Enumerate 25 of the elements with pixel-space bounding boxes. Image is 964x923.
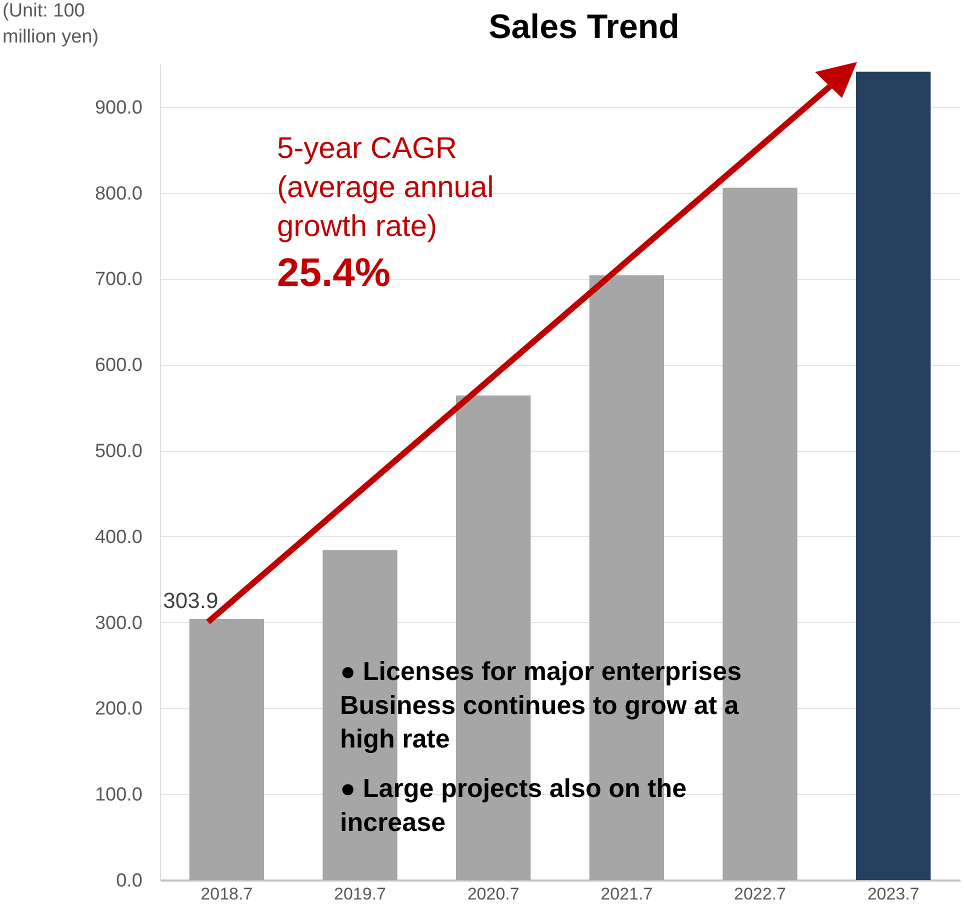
x-tick-label: 2018.7: [200, 884, 253, 904]
y-axis-title: (Unit: 100 million yen): [2, 0, 99, 48]
x-tick-label: 2019.7: [334, 884, 386, 904]
y-tick-label: 900.0: [94, 97, 142, 118]
x-tick-label: 2020.7: [467, 884, 520, 904]
y-tick-label: 500.0: [94, 441, 142, 462]
bar: [856, 72, 931, 880]
y-tick-label: 0.0: [116, 870, 142, 892]
y-tick-label: 300.0: [94, 612, 142, 634]
data-label: 303.9: [163, 588, 218, 613]
y-tick-label: 200.0: [94, 698, 142, 720]
x-tick-label: 2022.7: [734, 884, 786, 904]
y-tick-label: 400.0: [94, 526, 142, 548]
y-tick-label: 600.0: [94, 355, 142, 376]
annotation: 5-year CAGR (average annual growth rate): [277, 132, 494, 243]
bar: [189, 618, 264, 880]
x-tick-label: 2021.7: [600, 884, 653, 904]
annotation: 25.4%: [277, 251, 390, 295]
y-tick-label: 700.0: [94, 269, 142, 290]
annotation: ● Licenses for major enterprises Business continues to grow at a high rate: [340, 656, 742, 754]
chart-title: Sales Trend: [488, 8, 680, 46]
y-tick-label: 100.0: [94, 784, 142, 806]
annotation: ● Large projects also on the increase: [340, 773, 687, 837]
x-tick-label: 2023.7: [867, 884, 920, 904]
y-tick-label: 800.0: [94, 183, 142, 204]
